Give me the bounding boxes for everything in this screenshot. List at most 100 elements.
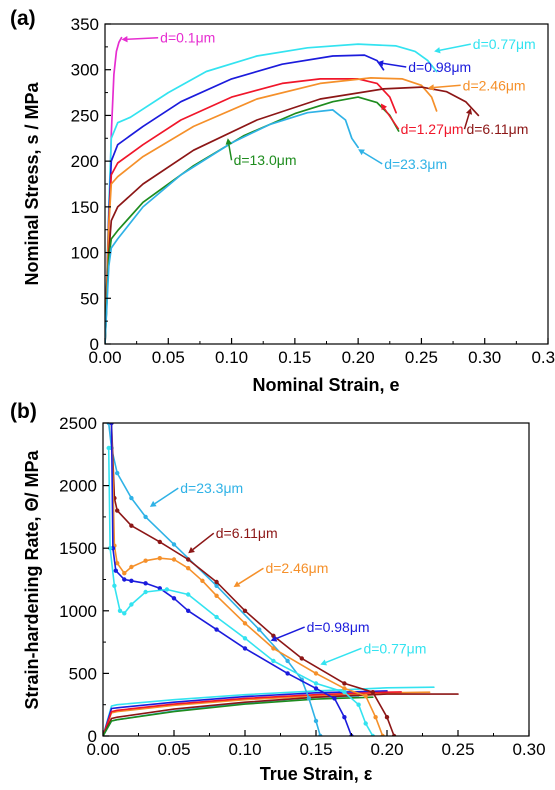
plot-b-hardening-line-point xyxy=(186,592,191,597)
plot-b-hardening-line-point xyxy=(115,508,120,513)
plot-b-hardening-line-point xyxy=(143,581,148,586)
plot-b-hardening-line-point xyxy=(214,583,219,588)
plot-a-annotation-arrowhead xyxy=(466,108,473,115)
plot-b-hardening-line-point xyxy=(242,621,248,626)
plot-b-hardening-line-point xyxy=(112,583,117,588)
plot-b-stress-line xyxy=(103,696,374,736)
plot-a-annotation-label: d=0.98μm xyxy=(408,59,471,75)
plot-a-annotation-arrow xyxy=(433,84,461,89)
plot-b-hardening-line-point xyxy=(271,646,276,651)
plot-b-hardening-line-point xyxy=(214,614,219,620)
plot-b-annotation-label: d=0.98μm xyxy=(307,619,370,635)
plot-b-annotation-arrow xyxy=(238,567,264,585)
plot-b-annotation-label: d=23.3μm xyxy=(180,480,243,496)
plot-b-hardening-line-point xyxy=(157,539,162,545)
plot-b-hardening-line-point xyxy=(271,658,276,664)
plot-b-hardening-line-point xyxy=(373,715,378,720)
plot-a-x-tick-label: 0.35 xyxy=(531,348,555,367)
plot-a-series-group xyxy=(105,36,480,344)
plot-a-annotation-arrowhead xyxy=(121,36,128,43)
plot-b-hardening-line-point xyxy=(113,568,119,573)
plot-a-y-tick-label: 100 xyxy=(71,244,99,263)
plot-b-y-tick-label: 0 xyxy=(88,727,97,746)
plot-a-x-tick-label: 0.00 xyxy=(88,348,121,367)
plot-a-y-tick-label: 350 xyxy=(71,15,99,34)
plot-b-hardening-line-point xyxy=(106,445,111,451)
plot-b-x-tick-label: 0.20 xyxy=(370,740,403,759)
plot-b-hardening-line xyxy=(110,423,353,736)
plot-b-x-tick-label: 0.30 xyxy=(512,740,545,759)
plot-b-hardening-line-point xyxy=(171,596,177,601)
plot-a-annotation-arrowhead xyxy=(225,138,232,145)
plot-b-hardening-line-point xyxy=(299,656,304,661)
plot-a-frame xyxy=(104,23,549,345)
plot-b-x-tick-label: 0.00 xyxy=(86,740,119,759)
plot-b-annotation-label: d=0.77μm xyxy=(363,640,426,656)
plot-b-annotation-arrow xyxy=(192,532,215,551)
plot-b-hardening-line-point xyxy=(143,558,148,563)
plot-b-annotation-arrowhead xyxy=(233,581,241,587)
plot-b-x-tick-label: 0.10 xyxy=(228,740,261,759)
plot-b-hardening-line-point xyxy=(242,608,248,613)
plot-b-hardening-line-point xyxy=(129,564,134,570)
plot-b-annotation-arrowhead xyxy=(188,547,195,554)
plot-b-hardening-line-point xyxy=(342,690,347,695)
plot-a-y-tick-label: 0 xyxy=(90,335,99,354)
plot-a-annotation-arrow xyxy=(228,144,233,161)
plot-b-hardening-line-point xyxy=(342,715,347,720)
plot-b-y-tick-label: 1500 xyxy=(59,539,97,558)
plot-a-series-line xyxy=(105,77,438,344)
plot-b-annotation-label: d=2.46μm xyxy=(265,560,328,576)
plot-b-hardening-line-point xyxy=(313,686,319,691)
plot-b-hardening-line-point xyxy=(313,671,319,676)
plot-b-hardening-line-point xyxy=(242,636,248,641)
plot-a-series-line xyxy=(105,78,397,344)
plot-b-hardening-line-point xyxy=(115,470,120,476)
plot-a-annotation-arrowhead xyxy=(380,103,387,111)
plot-b-hardening-line-point xyxy=(186,557,191,562)
plot-a-annotation-arrow xyxy=(383,108,400,130)
plot-a: 0.00 0.05 0.10 0.15 0.20 0.25 0.30 0.35 0 50 100 15… xyxy=(22,15,555,395)
plot-a-annotation-label: d=23.3μm xyxy=(384,156,447,172)
plot-b-hardening-line-point xyxy=(242,646,248,651)
plot-b-hardening-line-point xyxy=(157,556,162,561)
plot-b-hardening-line-point xyxy=(186,566,191,571)
plot-b-hardening-line xyxy=(110,423,395,736)
plot-b-hardening-line-point xyxy=(342,681,347,686)
plot-a-x-tick-label: 0.25 xyxy=(405,348,438,367)
plot-b-stress-line xyxy=(103,686,435,736)
plot-a-series-line xyxy=(105,86,480,344)
plot-a-series-line xyxy=(105,43,438,344)
plot-b-hardening-line-point xyxy=(143,514,148,520)
plot-b-stress-line xyxy=(103,690,388,736)
plot-b-hardening-line-point xyxy=(129,602,134,607)
plot-a-annotation-arrow xyxy=(362,151,383,165)
plot-a-series-line xyxy=(105,109,359,344)
plot-b-annotation-arrowhead xyxy=(270,635,278,642)
plot-b-hardening-line-point xyxy=(164,587,170,592)
plot-a-y-tick-label: 200 xyxy=(71,152,99,171)
plot-a-y-tick-label: 150 xyxy=(71,198,99,217)
plot-a-x-tick-label: 0.05 xyxy=(152,348,185,367)
plot-b-hardening-line-point xyxy=(117,608,123,613)
plot-a-y-tick-label: 50 xyxy=(80,289,99,308)
plot-b-hardening-line-point xyxy=(171,542,177,547)
plot-b-hardening-line-point xyxy=(332,696,337,701)
plot-b: 0.00 0.05 0.10 0.15 0.20 0.25 0.30 0 500 1000 1500… xyxy=(22,414,546,784)
plot-a-annotation-label: d=0.77μm xyxy=(473,36,536,52)
plot-b-hardening-line-point xyxy=(370,690,375,695)
panel-a-label: (a) xyxy=(10,7,36,30)
plot-b-hardening-line-point xyxy=(356,702,361,707)
plot-b-hardening-line-point xyxy=(363,693,368,699)
plot-b-hardening-line-point xyxy=(363,721,368,726)
plot-b-y-tick-label: 500 xyxy=(69,664,97,683)
plot-b-hardening-line-point xyxy=(143,589,148,595)
plot-b-hardening-line-point xyxy=(214,579,219,585)
plot-b-y-axis-title: Strain-hardening Rate, Θ/ MPa xyxy=(22,449,42,709)
plot-b-annotation-arrowhead xyxy=(320,659,327,666)
plot-b-hardening-line-point xyxy=(171,557,177,562)
plot-a-series-line xyxy=(105,96,400,344)
plot-a-x-axis-title: Nominal Strain, e xyxy=(252,375,399,395)
